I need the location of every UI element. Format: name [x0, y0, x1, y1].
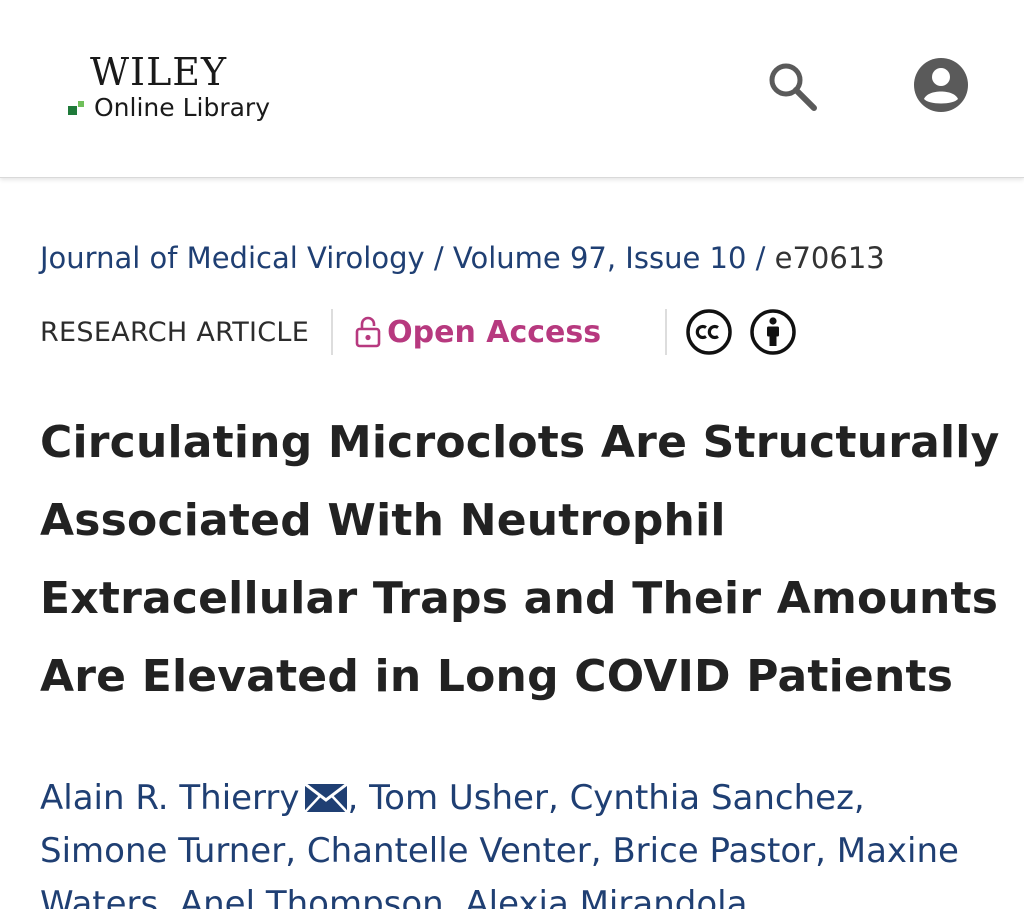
account-button[interactable]	[912, 56, 970, 114]
breadcrumb-separator: /	[755, 241, 766, 275]
open-access-badge: Open Access	[355, 315, 601, 350]
attribution-icon[interactable]	[749, 308, 797, 356]
logo-online-library-text: Online Library	[94, 92, 271, 122]
author-link[interactable]: Cynthia Sanchez	[569, 778, 854, 818]
breadcrumb: Journal of Medical Virology / Volume 97,…	[40, 238, 885, 278]
breadcrumb-journal-link[interactable]: Journal of Medical Virology	[40, 241, 425, 275]
search-button[interactable]	[764, 58, 820, 114]
breadcrumb-separator: /	[433, 241, 444, 275]
wiley-online-library-logo[interactable]: WILEY Online Library	[68, 52, 298, 132]
article-title: Circulating Microclots Are Structurally …	[40, 417, 1000, 702]
logo-wiley-text: WILEY	[90, 50, 228, 94]
logo-online-library: Online Library	[68, 92, 270, 122]
account-circle-icon	[914, 58, 968, 112]
article-meta-row: RESEARCH ARTICLE Open Access	[40, 308, 840, 356]
open-lock-icon	[355, 316, 381, 348]
logo-mark-icon	[68, 97, 90, 117]
author-link[interactable]: Chantelle Venter	[306, 831, 591, 871]
article-type-label: RESEARCH ARTICLE	[40, 316, 310, 348]
author-link[interactable]: Maxine Waters	[40, 831, 959, 909]
author-list: Alain R. Thierry , Tom Usher, Cynthia Sa…	[40, 772, 1000, 909]
open-access-label: Open Access	[387, 314, 602, 350]
breadcrumb-issue-link[interactable]: Volume 97, Issue 10	[452, 241, 747, 275]
divider	[331, 309, 334, 355]
author-link[interactable]: Anel Thompson	[179, 884, 444, 909]
author-link[interactable]: Alexia Mirandola	[465, 884, 748, 909]
breadcrumb-article-number: e70613	[774, 241, 885, 275]
site-header: WILEY Online Library	[0, 0, 1024, 178]
divider	[665, 309, 668, 355]
license-icons[interactable]	[685, 308, 813, 356]
creative-commons-icon[interactable]	[685, 308, 733, 356]
envelope-icon[interactable]	[303, 783, 348, 813]
author-link[interactable]: Brice Pastor	[612, 831, 816, 871]
author-link[interactable]: Tom Usher	[369, 778, 548, 818]
author-link[interactable]: Simone Turner	[40, 831, 286, 871]
author-link[interactable]: Alain R. Thierry	[40, 778, 300, 818]
search-icon	[769, 63, 817, 111]
